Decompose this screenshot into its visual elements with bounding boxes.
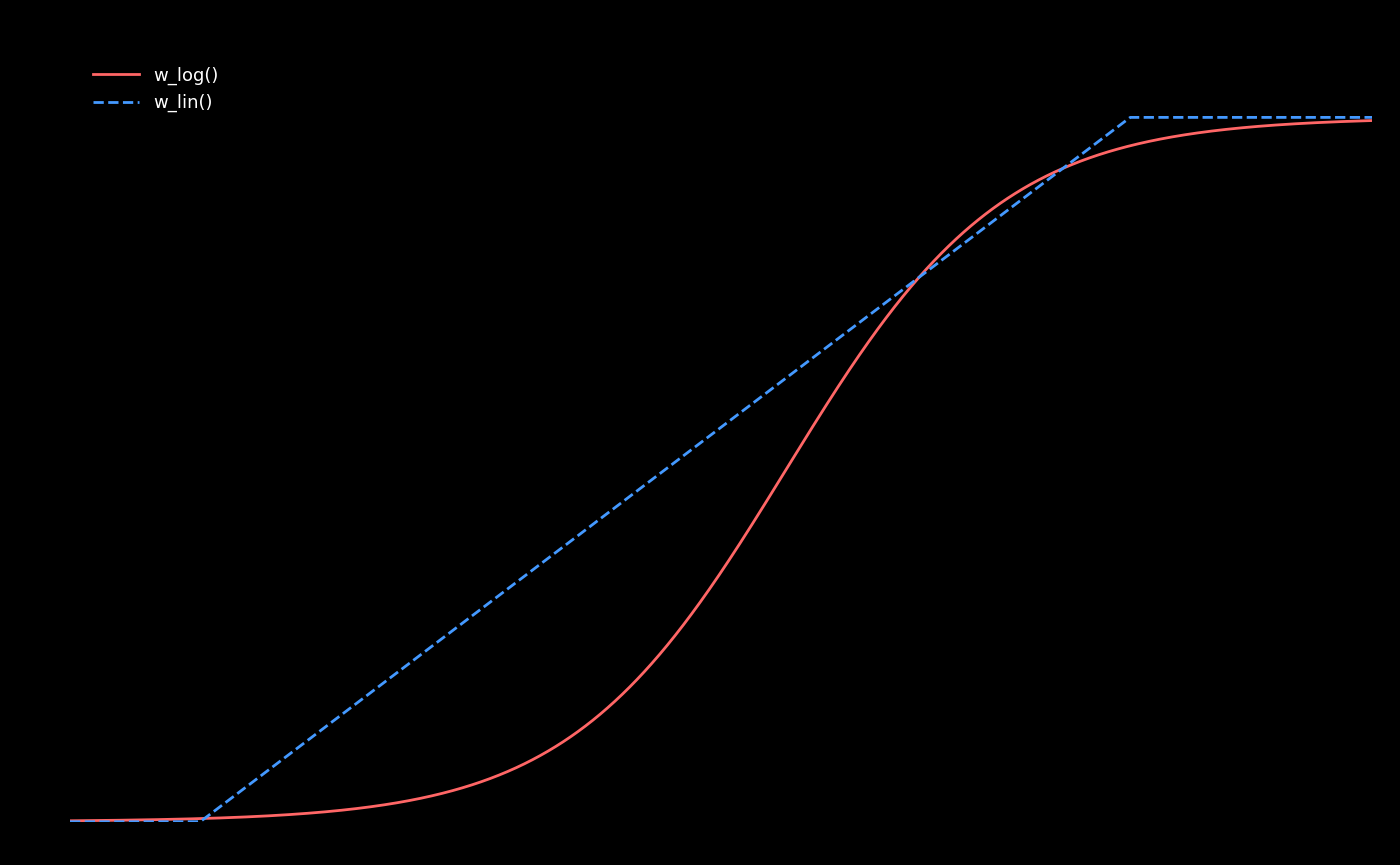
w_lin() xyxy=(561,537,578,548)
w_log() xyxy=(1364,115,1380,125)
w_log() xyxy=(210,813,227,823)
Line: w_log(): w_log() xyxy=(70,120,1372,821)
w_log() xyxy=(62,816,78,826)
Legend: w_log(), w_lin(): w_log(), w_lin() xyxy=(78,52,232,127)
w_log() xyxy=(561,733,578,743)
Line: w_lin(): w_lin() xyxy=(70,118,1372,822)
w_log() xyxy=(1338,116,1355,126)
w_lin() xyxy=(1198,112,1215,123)
w_log() xyxy=(1198,126,1215,137)
w_log() xyxy=(287,809,304,819)
w_log() xyxy=(617,686,634,696)
w_lin() xyxy=(1364,112,1380,123)
w_lin() xyxy=(617,494,634,504)
w_lin() xyxy=(210,803,227,813)
w_lin() xyxy=(287,744,304,754)
w_lin() xyxy=(1338,112,1355,123)
w_lin() xyxy=(62,817,78,827)
w_lin() xyxy=(1123,112,1140,123)
